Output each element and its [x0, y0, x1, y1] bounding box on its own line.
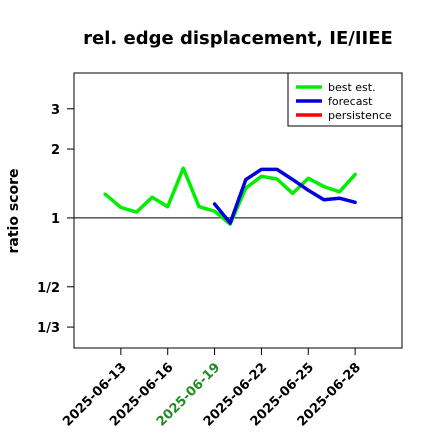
- y-tick-label: 1: [51, 212, 60, 227]
- y-axis-label: ratio score: [6, 169, 22, 254]
- legend-label-persistence: persistence: [328, 109, 392, 122]
- y-tick-label: 1/3: [37, 321, 60, 336]
- y-axis: 3 2 1 1/2 1/3: [37, 103, 74, 336]
- plot-area-frame: [73, 72, 403, 349]
- legend-label-best-est: best est.: [328, 81, 376, 94]
- legend-label-forecast: forecast: [328, 95, 373, 108]
- legend: best est. forecast persistence: [287, 72, 403, 127]
- series-line-forecast: [212, 167, 357, 225]
- y-tick-label: 2: [51, 143, 60, 158]
- chart-title: rel. edge displacement, IE/IIEE: [83, 28, 393, 49]
- y-tick-label: 3: [51, 103, 60, 118]
- series-layer: [103, 166, 357, 226]
- y-tick-label: 1/2: [37, 281, 60, 296]
